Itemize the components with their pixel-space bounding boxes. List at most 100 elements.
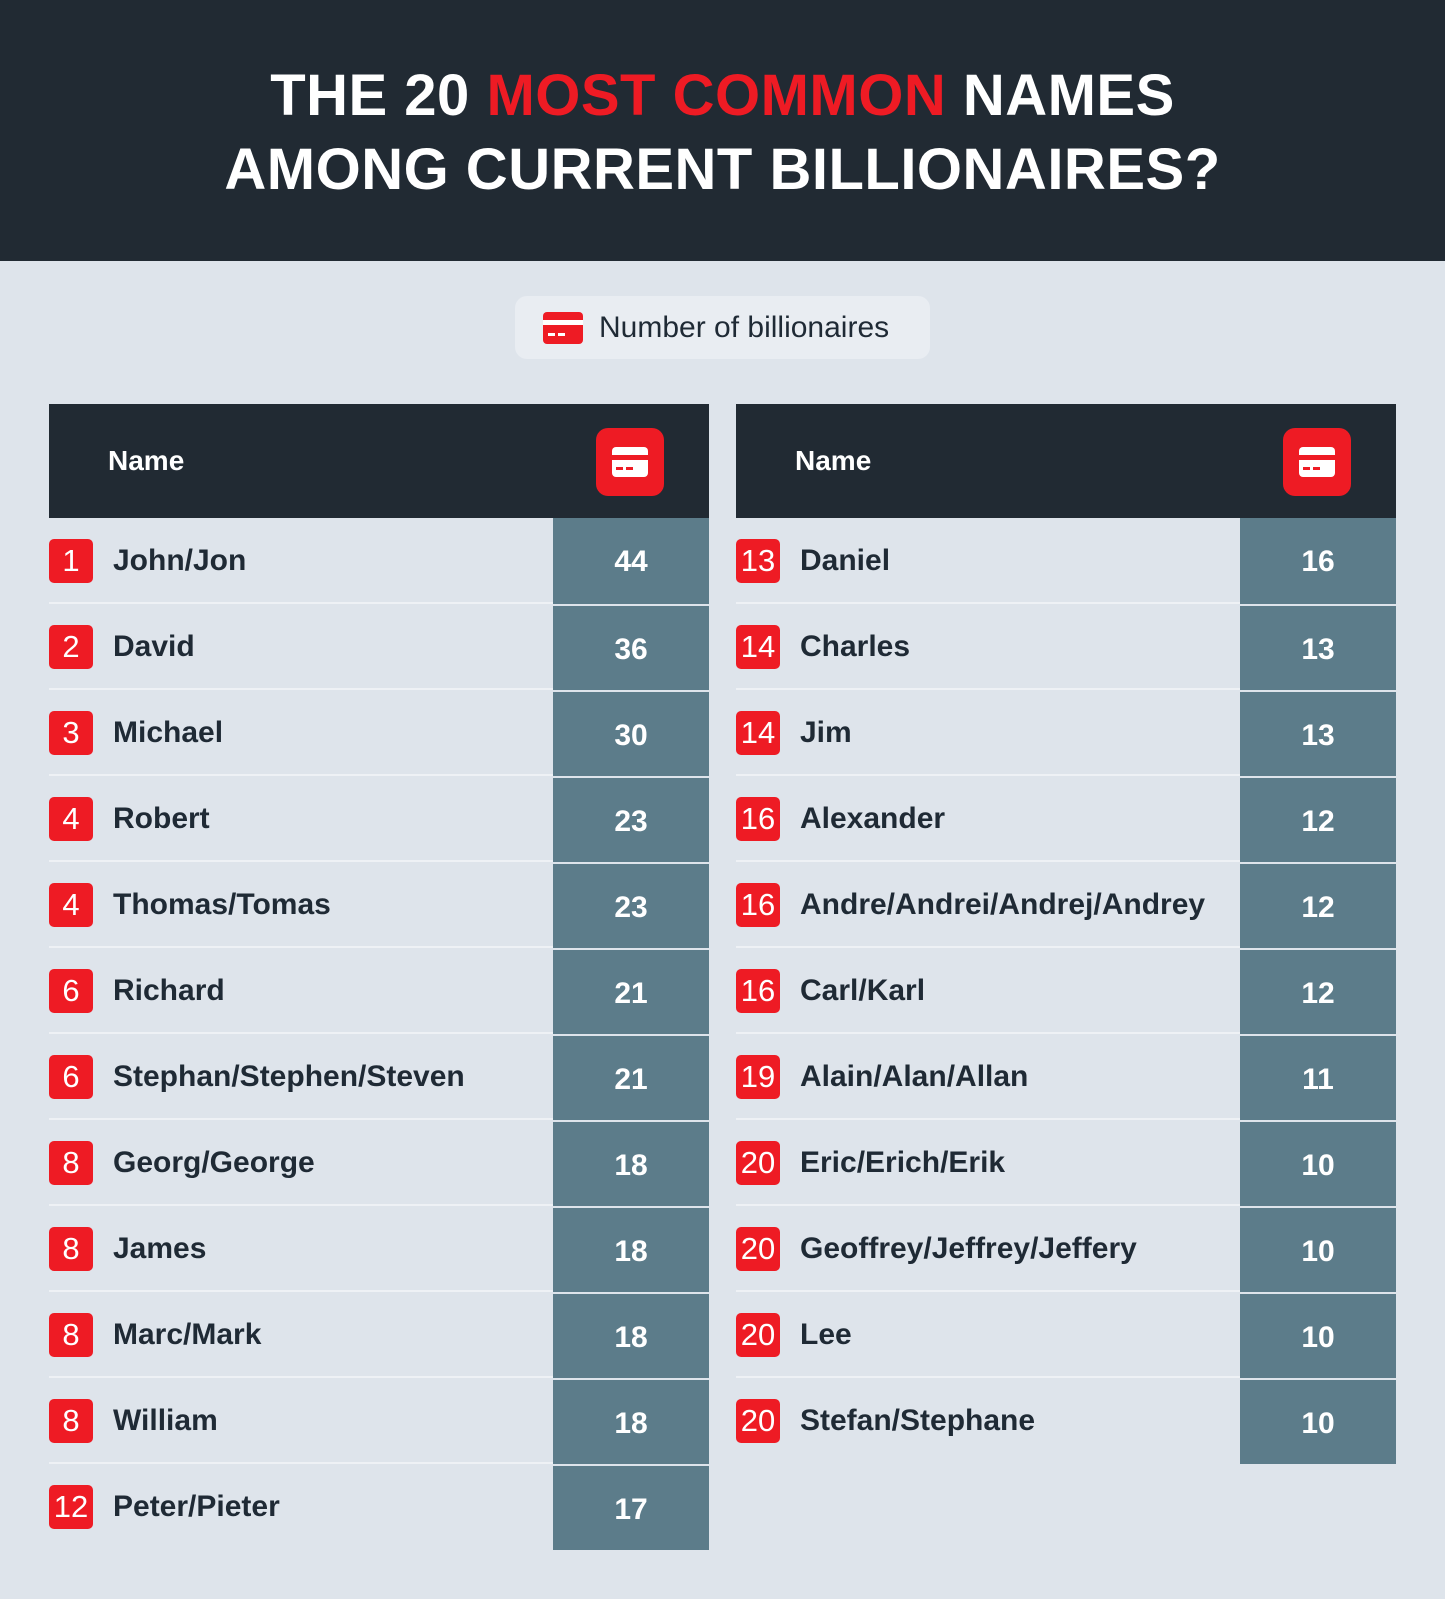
table-body: 1 John/Jon 44 2 David 36 3 Michael 30 4 Robert 23 4 T… <box>49 518 709 1550</box>
billionaire-count-cell: 10 <box>1240 1378 1396 1464</box>
rank-badge: 6 <box>49 1055 93 1099</box>
name-cell: David <box>113 630 195 663</box>
rank-badge: 20 <box>736 1227 780 1271</box>
table-row: 16 Andre/Andrei/Andrej/Andrey 12 <box>736 862 1396 948</box>
name-cell: Thomas/Tomas <box>113 888 331 921</box>
column-header-name: Name <box>108 445 185 476</box>
billionaire-count-cell: 16 <box>1240 518 1396 604</box>
rank-badge: 20 <box>736 1313 780 1357</box>
billionaire-count-cell: 10 <box>1240 1292 1396 1378</box>
billionaire-count-cell: 44 <box>553 518 709 604</box>
name-cell: Stephan/Stephen/Steven <box>113 1060 465 1093</box>
rank-badge: 14 <box>736 625 780 669</box>
table-row: 3 Michael 30 <box>49 690 709 776</box>
page-title-line-1: THE 20 MOST COMMON NAMES <box>270 59 1175 133</box>
name-cell: Lee <box>800 1318 852 1351</box>
rank-badge: 8 <box>49 1227 93 1271</box>
billionaire-count-cell: 18 <box>553 1292 709 1378</box>
billionaire-count-cell: 23 <box>553 776 709 862</box>
column-header-value <box>1283 428 1351 496</box>
table-row: 4 Thomas/Tomas 23 <box>49 862 709 948</box>
billionaire-count-cell: 18 <box>553 1378 709 1464</box>
name-cell: Alain/Alan/Allan <box>800 1060 1029 1093</box>
table-row: 16 Alexander 12 <box>736 776 1396 862</box>
rank-badge: 16 <box>736 883 780 927</box>
table-row: 13 Daniel 16 <box>736 518 1396 604</box>
table-row: 12 Peter/Pieter 17 <box>49 1464 709 1550</box>
name-cell: Jim <box>800 716 852 749</box>
billionaire-count-cell: 36 <box>553 604 709 690</box>
name-cell: Charles <box>800 630 911 663</box>
table-row: 16 Carl/Karl 12 <box>736 948 1396 1034</box>
rank-badge: 8 <box>49 1141 93 1185</box>
table-row: 14 Jim 13 <box>736 690 1396 776</box>
name-cell: Marc/Mark <box>113 1318 262 1351</box>
billionaire-count-cell: 10 <box>1240 1206 1396 1292</box>
billionaire-count-cell: 10 <box>1240 1120 1396 1206</box>
title-banner: THE 20 MOST COMMON NAMES AMONG CURRENT B… <box>0 0 1445 261</box>
billionaire-count-cell: 12 <box>1240 862 1396 948</box>
name-cell: Eric/Erich/Erik <box>800 1146 1006 1179</box>
table-row: 19 Alain/Alan/Allan 11 <box>736 1034 1396 1120</box>
billionaire-count-cell: 11 <box>1240 1034 1396 1120</box>
rank-badge: 20 <box>736 1141 780 1185</box>
ranking-table-left: Name 1 John/Jon 44 2 David 36 3 Michael 30 4 Rober… <box>49 404 709 1550</box>
billionaire-count-cell: 12 <box>1240 948 1396 1034</box>
column-header-value <box>596 428 664 496</box>
rank-badge: 4 <box>49 797 93 841</box>
table-body: 13 Daniel 16 14 Charles 13 14 Jim 13 16 Alexander 1… <box>736 518 1396 1464</box>
credit-card-icon <box>543 311 583 344</box>
table-row: 14 Charles 13 <box>736 604 1396 690</box>
table-row: 20 Eric/Erich/Erik 10 <box>736 1120 1396 1206</box>
name-cell: Stefan/Stephane <box>800 1404 1036 1437</box>
billionaire-count-cell: 18 <box>553 1120 709 1206</box>
table-header: Name <box>49 404 709 518</box>
table-row: 2 David 36 <box>49 604 709 690</box>
name-cell: William <box>113 1404 218 1437</box>
table-row: 6 Richard 21 <box>49 948 709 1034</box>
name-cell: Carl/Karl <box>800 974 926 1007</box>
rank-badge: 8 <box>49 1313 93 1357</box>
table-row: 8 James 18 <box>49 1206 709 1292</box>
title-suffix: NAMES <box>946 62 1175 128</box>
rank-badge: 4 <box>49 883 93 927</box>
rank-badge: 1 <box>49 539 93 583</box>
rank-badge: 14 <box>736 711 780 755</box>
name-cell: James <box>113 1232 207 1265</box>
ranking-table-right: Name 13 Daniel 16 14 Charles 13 14 Jim 13 16 Alexa… <box>736 404 1396 1464</box>
name-cell: Peter/Pieter <box>113 1490 280 1523</box>
table-row: 6 Stephan/Stephen/Steven 21 <box>49 1034 709 1120</box>
rank-badge: 16 <box>736 969 780 1013</box>
name-cell: John/Jon <box>113 544 247 577</box>
table-row: 1 John/Jon 44 <box>49 518 709 604</box>
title-prefix: THE 20 <box>270 62 487 128</box>
billionaire-count-cell: 21 <box>553 948 709 1034</box>
rank-badge: 6 <box>49 969 93 1013</box>
billionaire-count-cell: 23 <box>553 862 709 948</box>
title-accent: MOST COMMON <box>486 62 947 128</box>
credit-card-icon <box>612 447 648 477</box>
legend-label: Number of billionaires <box>599 310 890 344</box>
table-row: 8 Georg/George 18 <box>49 1120 709 1206</box>
billionaire-count-cell: 17 <box>553 1464 709 1550</box>
page-title-line-2: AMONG CURRENT BILLIONAIRES? <box>224 136 1221 202</box>
name-cell: Geoffrey/Jeffrey/Jeffery <box>800 1232 1137 1265</box>
table-row: 8 Marc/Mark 18 <box>49 1292 709 1378</box>
table-header: Name <box>736 404 1396 518</box>
rank-badge: 16 <box>736 797 780 841</box>
name-cell: Robert <box>113 802 210 835</box>
credit-card-icon <box>1299 447 1335 477</box>
table-row: 20 Lee 10 <box>736 1292 1396 1378</box>
name-cell: Alexander <box>800 802 946 835</box>
billionaire-count-cell: 21 <box>553 1034 709 1120</box>
name-cell: Andre/Andrei/Andrej/Andrey <box>800 888 1206 921</box>
table-row: 20 Geoffrey/Jeffrey/Jeffery 10 <box>736 1206 1396 1292</box>
rank-badge: 19 <box>736 1055 780 1099</box>
legend: Number of billionaires <box>515 296 930 359</box>
table-row: 8 William 18 <box>49 1378 709 1464</box>
billionaire-count-cell: 12 <box>1240 776 1396 862</box>
billionaire-count-cell: 18 <box>553 1206 709 1292</box>
rank-badge: 2 <box>49 625 93 669</box>
rank-badge: 13 <box>736 539 780 583</box>
rank-badge: 8 <box>49 1399 93 1443</box>
